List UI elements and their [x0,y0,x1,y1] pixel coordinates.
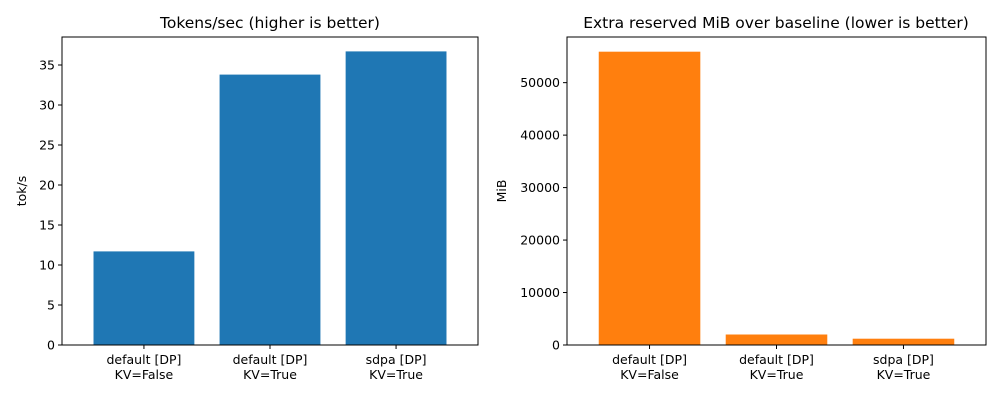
x-tick-label: default [DP] [233,352,308,367]
y-tick-label: 50000 [520,75,560,90]
bar-0 [598,51,701,346]
x-tick-label: default [DP] [612,352,687,367]
y-tick-label: 25 [39,138,55,153]
y-tick-label: 20 [39,178,55,193]
axes-frame [566,36,987,346]
x-tick-label: KV=True [877,367,931,382]
bar-2 [852,338,955,345]
y-tick-label: 0 [552,338,560,353]
y-tick-label: 10000 [520,285,560,300]
y-tick-label: 40000 [520,128,560,143]
bar-0 [93,251,195,345]
y-tick-label: 15 [39,218,55,233]
y-tick-label: 5 [47,298,55,313]
chart-extra-reserved-mib: Extra reserved MiB over baseline (lower … [494,14,987,382]
chart-tokens-per-sec: Tokens/sec (higher is better) tok/s defaul… [14,14,479,382]
bar-1 [219,74,321,345]
y-tick-label: 20000 [520,233,560,248]
axes-frame [61,36,479,346]
x-tick-label: KV=False [115,367,174,382]
bar-1 [725,334,828,345]
y-axis-label: MiB [494,180,509,203]
y-tick-label: 0 [47,338,55,353]
x-tick-label: default [DP] [739,352,814,367]
x-tick-label: KV=True [243,367,297,382]
y-tick-label: 35 [39,58,55,73]
x-tick-label: KV=True [750,367,804,382]
x-tick-label: sdpa [DP] [366,352,427,367]
x-tick-label: KV=True [369,367,423,382]
y-axis-label: tok/s [14,176,29,207]
chart-title: Tokens/sec (higher is better) [159,14,380,32]
chart-title: Extra reserved MiB over baseline (lower … [583,14,969,32]
y-tick-label: 30 [39,98,55,113]
bar-2 [345,51,447,346]
y-tick-label: 30000 [520,180,560,195]
y-tick-label: 10 [39,258,55,273]
x-tick-label: default [DP] [107,352,182,367]
x-tick-label: sdpa [DP] [873,352,934,367]
x-tick-label: KV=False [620,367,679,382]
